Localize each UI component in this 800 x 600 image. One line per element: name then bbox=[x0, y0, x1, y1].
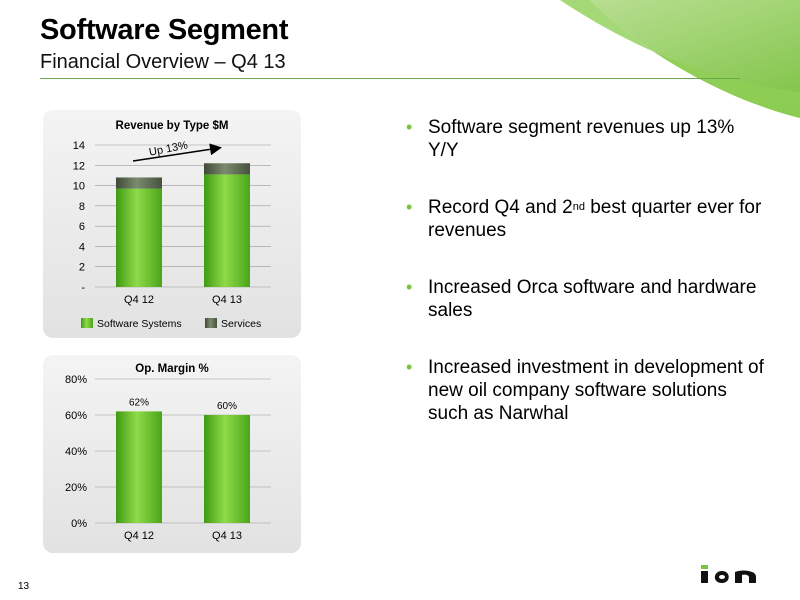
chart1-bar-software-systems bbox=[116, 188, 162, 287]
chart2-y-tick-label: 20% bbox=[65, 482, 87, 494]
chart1-bar-services bbox=[116, 177, 162, 189]
chart2-data-label: 60% bbox=[217, 401, 237, 412]
chart1-y-tick-label: 14 bbox=[73, 140, 85, 152]
op-margin-chart-panel: Op. Margin % 0% 20% 40% 60% 80% Q4 12 Q4 13 6… bbox=[43, 355, 301, 553]
chart2-bar bbox=[204, 415, 250, 523]
chart2-y-tick-label: 80% bbox=[65, 374, 87, 386]
chart1-x-tick-label: Q4 13 bbox=[212, 294, 242, 306]
corner-swoosh-decoration bbox=[430, 0, 800, 118]
chart1-growth-arrow bbox=[132, 143, 222, 162]
bullet-item: Record Q4 and 2nd best quarter ever for … bbox=[406, 196, 766, 242]
bullet-item: Increased Orca software and hardware sal… bbox=[406, 276, 766, 322]
title-divider bbox=[40, 78, 740, 79]
chart1-x-tick-label: Q4 12 bbox=[124, 294, 154, 306]
chart1-bar-services bbox=[204, 163, 250, 175]
chart1-y-tick-label: 6 bbox=[79, 221, 85, 233]
page-subtitle: Financial Overview – Q4 13 bbox=[40, 51, 286, 73]
chart2-y-tick-label: 40% bbox=[65, 446, 87, 458]
chart1-title: Revenue by Type $M bbox=[116, 120, 229, 132]
chart1-y-tick-label: 10 bbox=[73, 181, 85, 193]
page-number: 13 bbox=[18, 581, 30, 592]
chart1-y-tick-label: 8 bbox=[79, 201, 85, 213]
key-points-list: Software segment revenues up 13% Y/Y Rec… bbox=[406, 116, 766, 459]
bullet-text: best quarter ever for revenues bbox=[428, 197, 762, 241]
chart2-y-tick-label: 0% bbox=[71, 518, 87, 530]
chart2-title: Op. Margin % bbox=[135, 363, 208, 375]
chart1-y-tick-label: 12 bbox=[73, 160, 85, 172]
bullet-text: Increased Orca software and hardware sal… bbox=[428, 277, 757, 321]
bullet-text: Record Q4 and 2 bbox=[428, 197, 573, 218]
chart1-y-tick-label: 4 bbox=[79, 241, 85, 253]
chart1-legend-label: Services bbox=[221, 318, 261, 330]
chart1-y-tick-label: - bbox=[81, 282, 85, 294]
revenue-chart-panel: Revenue by Type $M - 2 4 6 8 10 12 14 Q4 12 Q4 1… bbox=[43, 110, 301, 338]
chart2-x-tick-label: Q4 13 bbox=[212, 530, 242, 542]
ion-logo bbox=[701, 565, 756, 583]
bullet-superscript: nd bbox=[572, 201, 585, 213]
op-margin-chart: Op. Margin % 0% 20% 40% 60% 80% Q4 12 Q4 13 6… bbox=[65, 363, 271, 542]
chart2-y-tick-label: 60% bbox=[65, 410, 87, 422]
chart1-legend-swatch bbox=[81, 318, 93, 328]
chart1-legend-swatch bbox=[205, 318, 217, 328]
bullet-text: Increased investment in development of n… bbox=[428, 357, 764, 424]
chart1-bar-software-systems bbox=[204, 174, 250, 287]
chart1-legend-label: Software Systems bbox=[97, 318, 182, 330]
bullet-item: Increased investment in development of n… bbox=[406, 356, 766, 425]
revenue-by-type-chart: Revenue by Type $M - 2 4 6 8 10 12 14 Q4 12 Q4 1… bbox=[73, 120, 271, 330]
chart2-bar bbox=[116, 411, 162, 523]
chart2-x-tick-label: Q4 12 bbox=[124, 530, 154, 542]
bullet-text: Software segment revenues up 13% Y/Y bbox=[428, 117, 735, 161]
chart2-data-label: 62% bbox=[129, 397, 149, 408]
bullet-item: Software segment revenues up 13% Y/Y bbox=[406, 116, 766, 162]
chart1-y-tick-label: 2 bbox=[79, 262, 85, 274]
page-title: Software Segment bbox=[40, 14, 289, 46]
